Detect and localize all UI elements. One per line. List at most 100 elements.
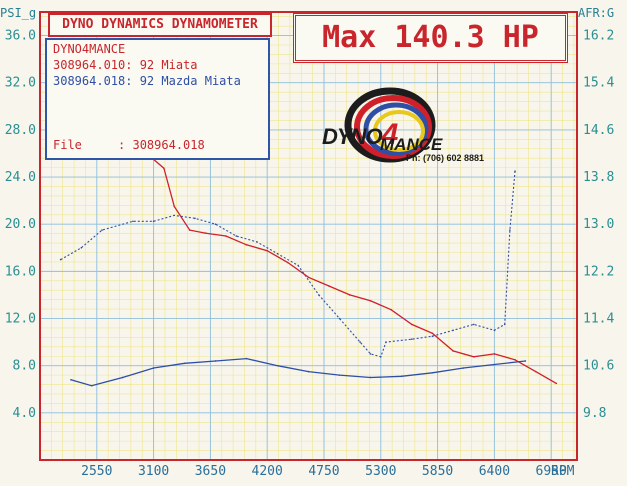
right-tick-label: 14.6 [583,123,614,138]
data-point [163,167,165,170]
data-point [452,350,454,352]
data-point [431,335,434,338]
data-point [276,364,279,367]
data-point [472,323,475,326]
data-point [80,246,83,249]
left-tick-label: 24.0 [5,170,36,185]
x-tick-label: 3650 [195,464,226,479]
series-line-3 [70,357,526,387]
data-point [462,367,465,369]
data-point [194,217,196,220]
data-point [410,338,413,340]
data-point [338,374,341,376]
data-point [245,244,248,246]
data-point [256,241,258,243]
plot-frame [39,11,578,461]
data-point [431,371,434,374]
left-tick-label: 32.0 [5,76,36,91]
data-point [503,323,506,326]
data-point [297,264,299,267]
data-point [173,205,176,208]
data-point [173,214,176,217]
data-point [369,376,372,379]
data-point [359,341,361,343]
left-tick-label: 8.0 [13,359,36,374]
right-tick-label: 13.0 [583,217,614,232]
right-tick-label: 15.4 [583,76,614,91]
right-tick-label: 10.6 [583,359,614,374]
data-point [188,229,191,231]
left-axis-unit: PSI_g [0,6,36,20]
right-tick-label: 16.2 [583,29,614,44]
x-tick-label: 4200 [252,464,283,479]
legend-run2: 308964.018: 92 Mazda Miata [53,74,241,88]
x-tick-label: 5300 [365,464,396,479]
data-point [101,229,103,231]
dyno4mance-logo-icon [344,87,436,163]
x-tick-label: 3100 [138,464,169,479]
legend-file: File : 308964.018 [53,138,205,152]
data-point [245,357,248,360]
data-point [225,235,227,237]
x-tick-label: 2550 [81,464,112,479]
right-axis-unit: AFR:G [578,6,614,20]
data-point [369,300,372,302]
x-tick-label: 6950 [536,464,567,479]
x-tick-label: 5850 [422,464,453,479]
data-point [204,232,207,234]
chart-title-box: DYNO DYNAMICS DYNAMOMETER [48,13,272,37]
data-point [493,363,496,366]
x-tick-label: 4750 [308,464,339,479]
legend-box: DYNO4MANCE 308964.010: 92 Miata 308964.0… [45,38,270,160]
data-point [431,332,434,335]
legend-run1: 308964.010: 92 Miata [53,58,198,72]
data-point [385,341,387,343]
data-point [132,220,134,223]
left-tick-label: 4.0 [13,406,36,421]
data-point [90,384,93,387]
data-point [410,323,413,326]
left-tick-label: 28.0 [5,123,36,138]
data-point [514,358,516,361]
data-point [493,353,496,355]
data-point [534,370,537,373]
data-point [338,317,341,320]
max-hp-box: Max 140.3 HP [293,13,568,63]
logo-dyno-text: DYNO4 [322,118,398,152]
data-point [328,285,330,287]
data-point [349,294,351,296]
logo-mance: MANCE [380,135,443,154]
data-point [452,329,454,332]
logo-dyno: DYNO [322,124,383,149]
data-point [379,356,382,358]
x-tick-label: 6400 [479,464,510,479]
data-point [121,376,124,379]
data-point [524,360,527,362]
left-tick-label: 12.0 [5,312,36,327]
data-point [400,375,403,378]
data-point [59,258,62,261]
data-point [369,353,372,355]
data-point [472,356,475,358]
data-point [70,379,72,381]
data-point [307,276,310,279]
right-tick-label: 12.2 [583,264,614,279]
data-point [235,235,238,237]
legend-shop: DYNO4MANCE [53,42,126,56]
right-tick-label: 9.8 [583,406,606,421]
data-point [183,362,186,365]
data-point [493,329,496,332]
data-point [509,229,511,231]
right-tick-label: 13.8 [583,170,614,185]
right-tick-label: 11.4 [583,312,614,327]
data-point [555,382,558,385]
data-point [266,249,268,252]
data-point [318,294,320,296]
series-line-2 [60,171,516,358]
data-point [287,261,289,264]
data-point [152,367,155,369]
data-point [307,370,310,373]
logo-phone: Ph: (706) 602 8881 [406,153,485,163]
data-point [276,252,279,255]
